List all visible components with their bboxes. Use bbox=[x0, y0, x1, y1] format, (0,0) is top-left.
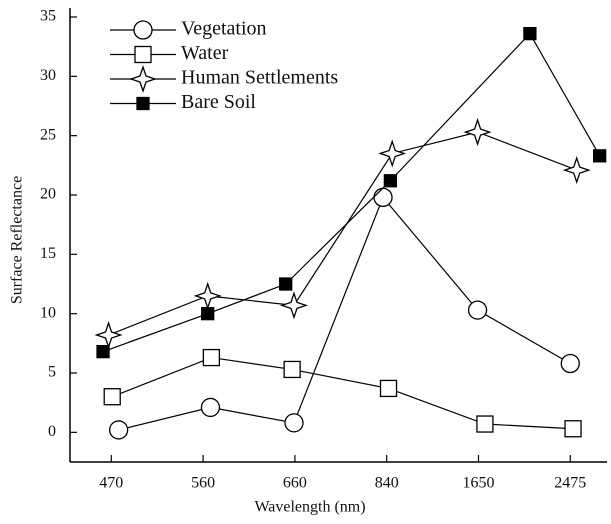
legend-marker bbox=[133, 20, 153, 40]
legend-marker bbox=[134, 45, 152, 64]
y-tick-label: 15 bbox=[40, 245, 56, 262]
marker bbox=[201, 307, 215, 321]
marker bbox=[379, 379, 398, 398]
marker bbox=[463, 118, 492, 147]
legend-label: Water bbox=[181, 42, 229, 64]
legend-marker bbox=[136, 96, 150, 111]
marker bbox=[467, 300, 488, 320]
series-line bbox=[102, 32, 601, 353]
legend-label: Vegetation bbox=[181, 18, 267, 40]
marker bbox=[283, 360, 301, 379]
marker bbox=[109, 420, 129, 440]
series-line bbox=[118, 196, 571, 431]
y-tick-label: 20 bbox=[40, 186, 56, 203]
marker bbox=[193, 281, 222, 310]
x-axis-label: Wavelength (nm) bbox=[254, 499, 365, 516]
marker bbox=[593, 149, 607, 163]
marker bbox=[103, 388, 121, 406]
x-tick-label: 2475 bbox=[554, 475, 586, 492]
x-tick-label: 840 bbox=[375, 475, 399, 492]
y-tick-label: 5 bbox=[48, 364, 56, 381]
marker bbox=[523, 26, 537, 41]
marker bbox=[279, 291, 309, 320]
marker bbox=[202, 348, 221, 367]
marker bbox=[476, 415, 494, 433]
marker bbox=[96, 344, 110, 359]
y-tick-label: 10 bbox=[40, 304, 56, 321]
y-tick-label: 0 bbox=[48, 423, 56, 440]
marker bbox=[284, 413, 304, 433]
x-tick-label: 560 bbox=[191, 475, 215, 492]
y-tick-label: 35 bbox=[40, 8, 56, 25]
legend-label: Bare Soil bbox=[181, 91, 256, 113]
marker bbox=[378, 139, 407, 168]
series-line bbox=[112, 356, 574, 430]
marker bbox=[562, 156, 591, 185]
marker bbox=[279, 277, 293, 291]
y-tick-label: 30 bbox=[40, 67, 56, 84]
x-tick-label: 470 bbox=[99, 475, 123, 492]
legend-marker bbox=[128, 64, 158, 94]
marker bbox=[200, 397, 221, 418]
marker bbox=[560, 353, 580, 374]
marker bbox=[564, 420, 582, 438]
x-tick-label: 660 bbox=[283, 475, 307, 492]
legend-label: Human Settlements bbox=[181, 67, 338, 89]
y-axis-label: Surface Reflectance bbox=[9, 176, 26, 304]
series-line bbox=[108, 131, 577, 336]
marker bbox=[383, 174, 398, 188]
marker bbox=[373, 187, 393, 208]
x-tick-label: 1650 bbox=[462, 475, 494, 492]
y-tick-label: 25 bbox=[40, 126, 56, 143]
marker bbox=[94, 320, 123, 350]
